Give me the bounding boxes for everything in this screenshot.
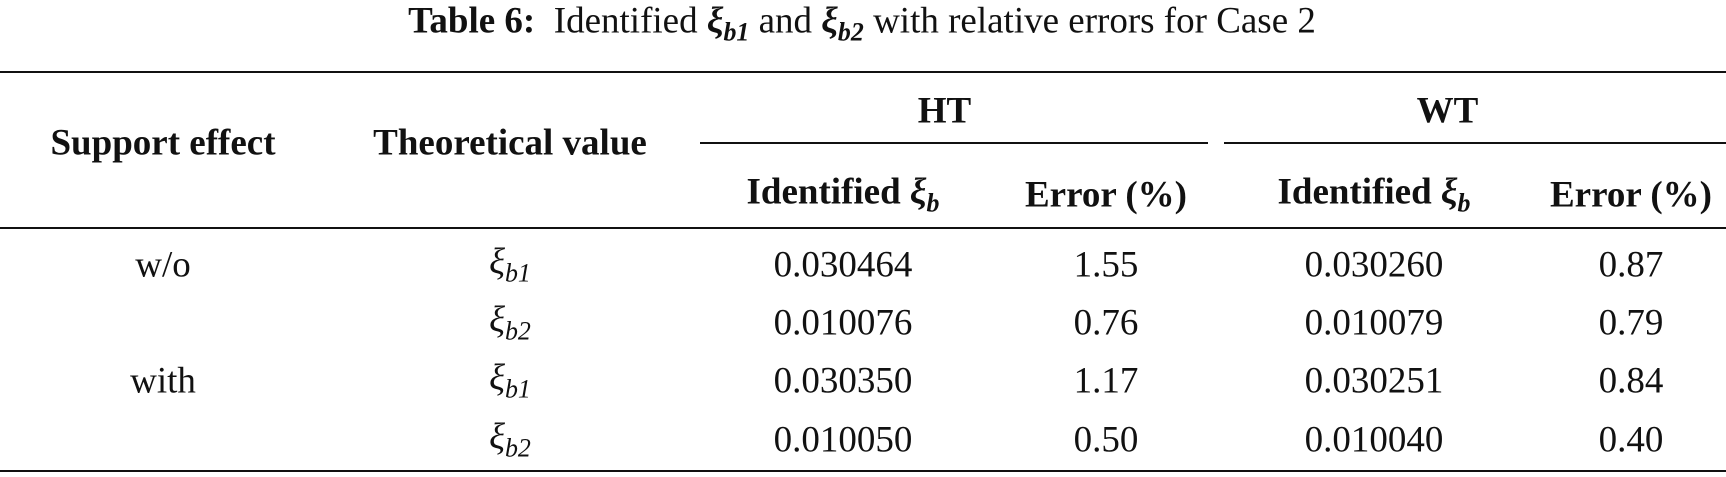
top-rule: [0, 71, 1726, 73]
math-symbol: ξ: [1440, 171, 1458, 213]
cell: 0.030350: [773, 360, 913, 402]
math-symbol: ξ: [821, 0, 838, 42]
cell: ξb1: [489, 244, 531, 287]
group-header: WT: [1416, 90, 1479, 132]
cell: w/o: [135, 244, 191, 286]
cell: 0.030251: [1304, 360, 1444, 402]
cell: 0.76: [1073, 302, 1139, 344]
cell: 0.010040: [1304, 419, 1444, 461]
math-symbol: ξ: [909, 171, 927, 213]
math-subscript: b2: [504, 316, 531, 346]
cell: ξb2: [489, 302, 531, 345]
group-header: HT: [917, 90, 972, 132]
math-subscript: b1: [504, 258, 531, 288]
math-subscript: b2: [837, 17, 864, 47]
bottom-rule: [0, 470, 1726, 472]
text: Error (%): [1024, 174, 1188, 216]
caption-text: Identified ξb1 and ξb2 with relative err…: [553, 0, 1316, 45]
header-cell: Identified ξb: [746, 174, 939, 217]
text: and: [749, 0, 822, 42]
math-symbol: ξ: [489, 241, 505, 283]
math-subscript: b1: [723, 17, 750, 47]
cell: 0.030260: [1304, 244, 1444, 286]
caption-label: Table 6:: [408, 0, 536, 42]
cell: 0.010076: [773, 302, 913, 344]
math-subscript: b2: [504, 433, 531, 463]
math-subscript: b: [926, 188, 940, 218]
math-symbol: ξ: [489, 416, 505, 458]
group-rule: [1224, 142, 1726, 144]
cell: 0.010050: [773, 419, 913, 461]
cell: 0.010079: [1304, 302, 1444, 344]
header-cell: Error (%): [1550, 177, 1712, 214]
math-symbol: ξ: [489, 299, 505, 341]
mid-rule: [0, 227, 1726, 229]
header-cell: Error (%): [1025, 177, 1187, 214]
cell: 0.50: [1073, 419, 1139, 461]
cell: ξb2: [489, 419, 531, 462]
math-symbol: ξ: [489, 357, 505, 399]
text: Identified: [1277, 171, 1441, 213]
math-subscript: b1: [504, 374, 531, 404]
text: Identified: [746, 171, 910, 213]
header-cell: Support effect: [50, 122, 276, 164]
cell: 0.030464: [773, 244, 913, 286]
math-symbol: ξ: [706, 0, 724, 42]
cell: 0.87: [1598, 244, 1664, 286]
header-cell: Identified ξb: [1277, 174, 1470, 217]
cell: ξb1: [489, 360, 531, 403]
cell: 0.79: [1598, 302, 1664, 344]
text: with relative errors for Case 2: [863, 0, 1316, 42]
cell: 1.55: [1073, 244, 1139, 286]
text: Error (%): [1549, 174, 1713, 216]
group-rule: [700, 142, 1208, 144]
math-subscript: b: [1457, 188, 1471, 218]
caption: Table 6: Identified ξb1 and ξb2 with rel…: [408, 3, 1316, 46]
text: Identified: [553, 0, 707, 42]
header-cell: Theoretical value: [373, 122, 647, 164]
cell: 0.84: [1598, 360, 1664, 402]
cell: 0.40: [1598, 419, 1664, 461]
cell: with: [130, 360, 196, 402]
cell: 1.17: [1073, 360, 1139, 402]
